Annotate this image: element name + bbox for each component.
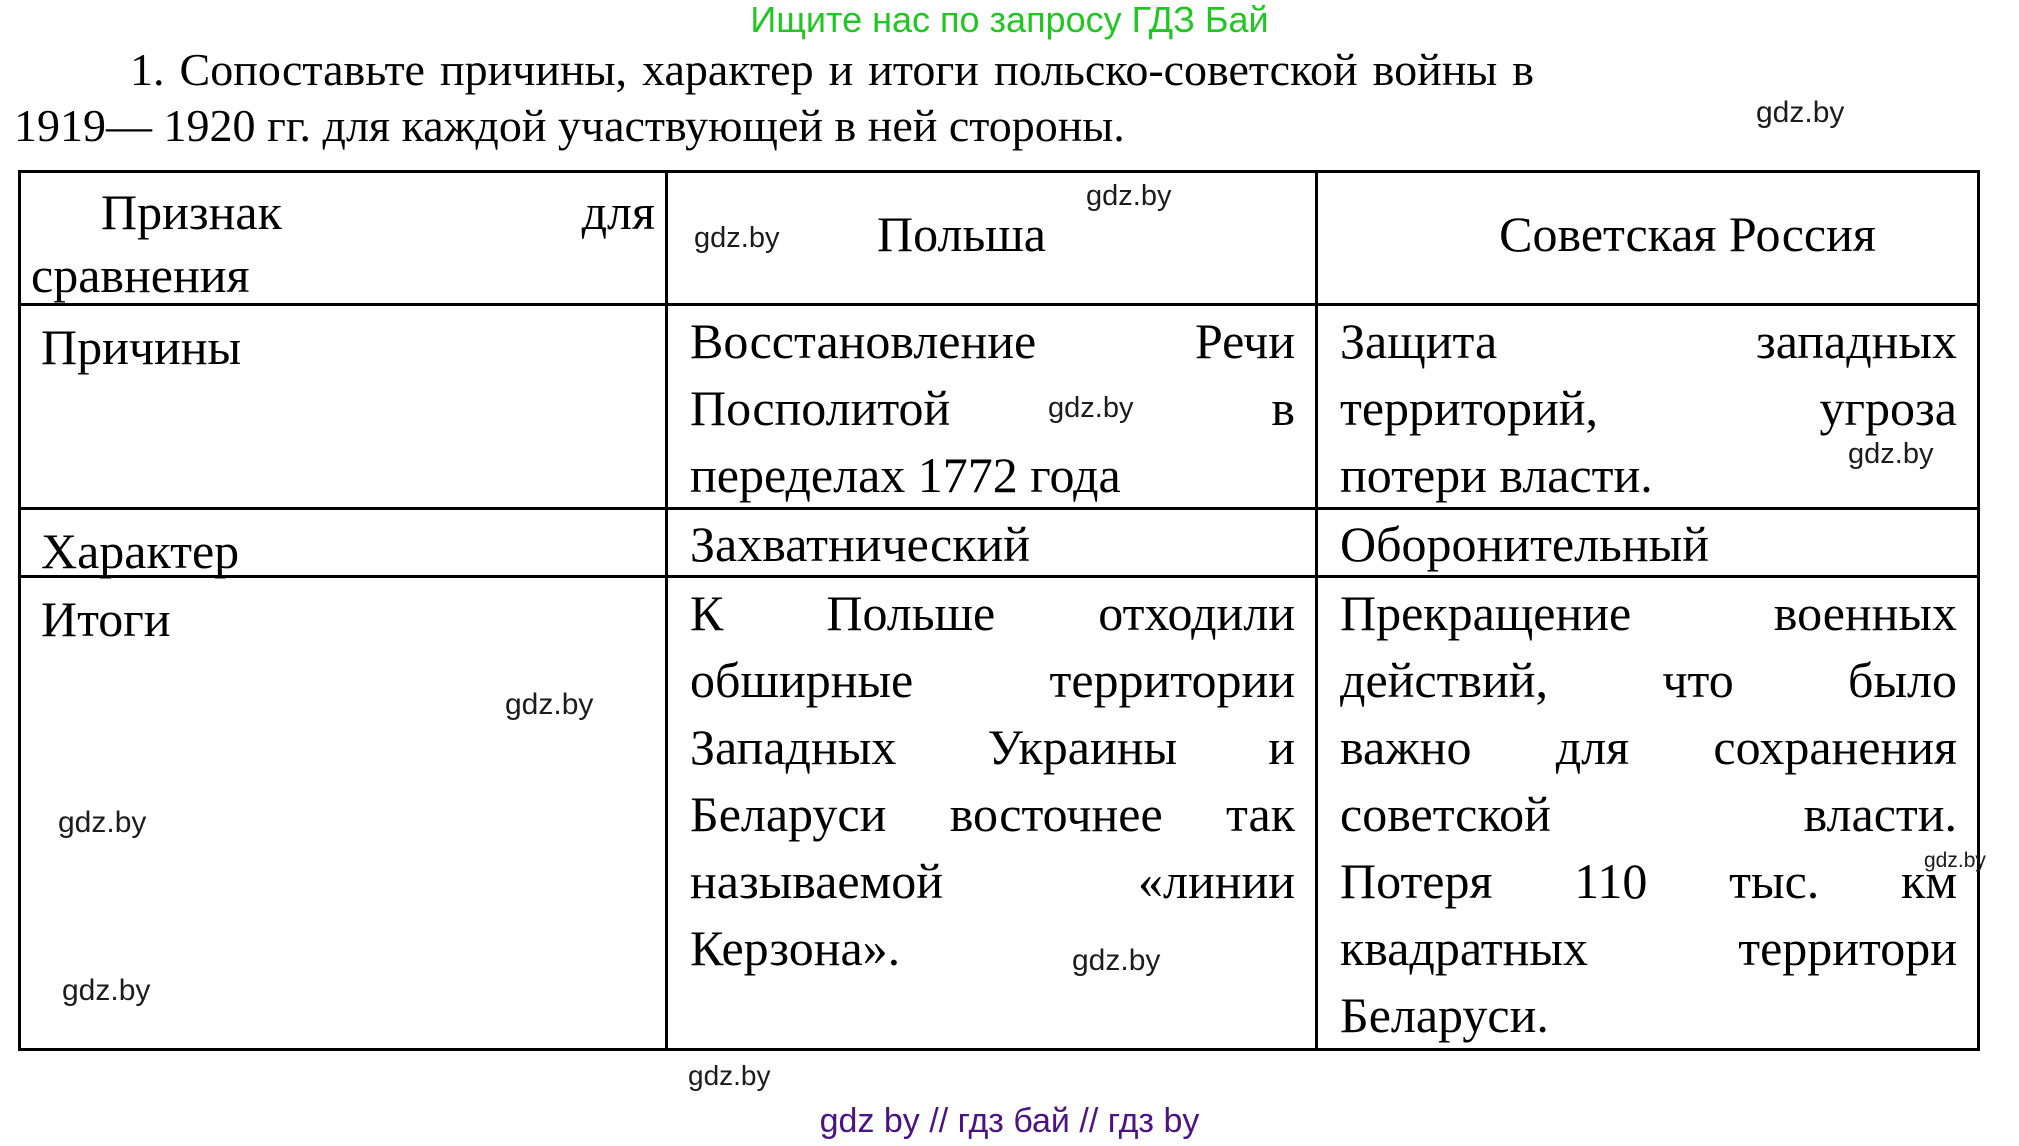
gdz-watermark: gdz.by [62, 974, 151, 1007]
cell-character-russia: Оборонительный [1318, 510, 1977, 578]
gdz-watermark: gdz.by [1756, 96, 1845, 129]
gdz-watermark: gdz.by [1924, 849, 1986, 872]
text-line: квадратных территори [1340, 920, 1957, 976]
text-line: Оборонительный [1340, 516, 1709, 572]
gdz-watermark: gdz.by [1048, 392, 1134, 424]
header-cell-russia: Советская Россия [1318, 173, 1977, 306]
text-line: Потеря 110 тыс. км [1340, 853, 1957, 909]
text-line: действий, что было [1340, 652, 1957, 708]
comparison-table: Признак для сравнения Польша Советская Ро… [18, 170, 1980, 1051]
text-line: Беларуси. [1340, 987, 1549, 1043]
row-label-causes: Причины [21, 306, 668, 510]
footer-seo-text: gdz by // гдз бай // гдз by [819, 1102, 1200, 1140]
text-line: Прекращение военных [1340, 585, 1957, 641]
text-line: К Польше отходили [690, 585, 1295, 641]
text-line: важно для сохранения [1340, 719, 1957, 775]
row-label-results: Итоги [21, 578, 668, 1048]
text-line: Западных Украины и [690, 719, 1295, 775]
gdz-watermark: gdz.by [694, 222, 780, 254]
text-line: Восстановление Речи [690, 313, 1295, 369]
question-text-line1: 1. Сопоставьте причины, характер и итоги… [130, 44, 1534, 95]
gdz-watermark: gdz.by [58, 806, 147, 839]
text-line: сравнения [31, 247, 250, 303]
text-line: советской власти. [1340, 786, 1957, 842]
cell-causes-russia: Защита западных территорий, угроза потери … [1318, 306, 1977, 510]
text-line: называемой «линии [690, 853, 1295, 909]
cell-results-russia: Прекращение военных действий, что было важ… [1318, 578, 1977, 1048]
gdz-watermark: gdz.by [688, 1060, 771, 1091]
header-cell-criterion: Признак для сравнения [21, 173, 668, 306]
cell-causes-poland: Восстановление Речи Посполитой в переделах… [668, 306, 1318, 510]
text-line: переделах 1772 года [690, 447, 1121, 503]
text-line: территорий, угроза [1340, 380, 1957, 436]
cell-character-poland: Захватнический [668, 510, 1318, 578]
text-line: Защита западных [1340, 313, 1957, 369]
text-line: Беларуси восточнее так [690, 786, 1295, 842]
gdz-watermark: gdz.by [1848, 438, 1934, 470]
gdz-watermark: gdz.by [1086, 180, 1172, 212]
gdz-watermark: gdz.by [1072, 944, 1161, 977]
text-line: Керзона». [690, 920, 901, 976]
text-line: Захватнический [690, 516, 1031, 572]
row-label-character: Характер [21, 510, 668, 579]
header-cell-poland: Польша [668, 173, 1318, 306]
question-text-line2: 1919— 1920 гг. для каждой участвующей в … [14, 100, 1125, 151]
text-line: Признак для [101, 184, 655, 240]
text-line: потери власти. [1340, 447, 1653, 503]
text-line: Посполитой в [690, 380, 1295, 436]
cell-results-poland: К Польше отходили обширные территории Запа… [668, 578, 1318, 1048]
text-line: обширные территории [690, 652, 1295, 708]
promo-banner-text: Ищите нас по запросу ГДЗ Бай [750, 0, 1269, 40]
gdz-watermark: gdz.by [505, 688, 594, 721]
